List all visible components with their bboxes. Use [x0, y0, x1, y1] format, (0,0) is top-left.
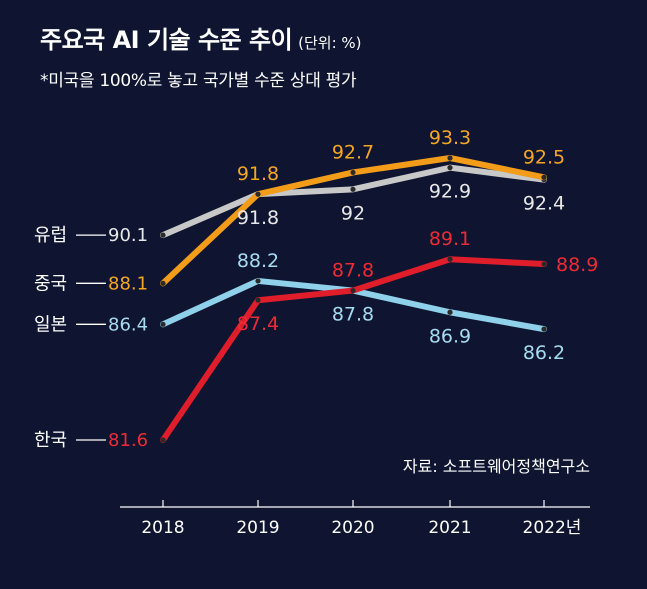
data-point	[447, 309, 453, 315]
data-label: 93.3	[429, 127, 471, 149]
data-point	[160, 437, 166, 443]
data-point	[350, 186, 356, 192]
data-point	[350, 169, 356, 176]
series-start-label: 중국 88.1	[34, 273, 148, 294]
series-name: 유럽	[34, 225, 67, 246]
data-label: 92.9	[429, 181, 471, 203]
data-point	[541, 326, 547, 332]
data-point	[447, 256, 453, 262]
data-point	[541, 174, 547, 180]
chart-subtitle: *미국을 100%로 놓고 국가별 수준 상대 평가	[40, 71, 357, 91]
series-name: 일본	[34, 314, 67, 335]
x-tick-label: 2019	[236, 518, 279, 538]
data-label: 86.4	[108, 314, 148, 335]
data-label: 92.4	[523, 193, 565, 215]
data-point	[447, 155, 453, 161]
data-label: 87.8	[332, 304, 374, 326]
data-label: 90.1	[108, 225, 148, 246]
x-tick-label: 2022년	[523, 518, 582, 538]
data-label: 88.9	[556, 254, 598, 276]
series-start-label: 일본 86.4	[34, 314, 148, 335]
data-label: 92.5	[523, 146, 565, 168]
data-label: 81.6	[108, 430, 148, 451]
series-group	[160, 155, 547, 443]
data-label: 88.2	[237, 250, 279, 272]
label-group: 유럽 90.1 91.8 92 92.9 92.4 중국 88.1 91.8 92.7 93.3 92…	[34, 127, 598, 451]
data-point	[541, 261, 547, 267]
data-point	[255, 278, 261, 284]
series-start-label: 유럽 90.1	[34, 225, 148, 246]
data-label: 91.8	[237, 207, 279, 229]
data-label: 91.8	[237, 163, 279, 185]
data-label: 92	[341, 202, 365, 224]
data-point	[160, 321, 166, 327]
data-label: 86.2	[523, 342, 565, 364]
x-tick-label: 2020	[331, 518, 374, 538]
series-start-label: 한국 81.6	[34, 430, 148, 451]
data-point	[160, 232, 166, 238]
x-tick-label: 2021	[428, 518, 471, 538]
title-block: 주요국 AI 기술 수준 추이 (단위: %)	[40, 20, 362, 55]
x-tick-label: 2018	[141, 518, 184, 538]
data-label: 87.4	[237, 313, 279, 335]
chart-title: 주요국 AI 기술 수준 추이	[40, 26, 293, 54]
data-label: 89.1	[429, 228, 471, 250]
data-point	[447, 165, 453, 171]
data-point	[160, 280, 166, 286]
source-note: 자료: 소프트웨어정책연구소	[403, 457, 590, 476]
data-label: 92.7	[332, 141, 374, 163]
x-axis: 2018 2019 2020 2021 2022년	[120, 500, 590, 538]
data-label: 86.9	[429, 325, 471, 347]
series-line	[160, 256, 547, 443]
data-label: 88.1	[108, 273, 148, 294]
series-name: 중국	[34, 273, 67, 294]
data-point	[255, 191, 261, 197]
series-name: 한국	[34, 430, 67, 451]
data-point	[350, 287, 356, 294]
data-point	[255, 297, 261, 303]
chart-unit: (단위: %)	[298, 34, 362, 52]
data-label: 87.8	[332, 260, 374, 282]
